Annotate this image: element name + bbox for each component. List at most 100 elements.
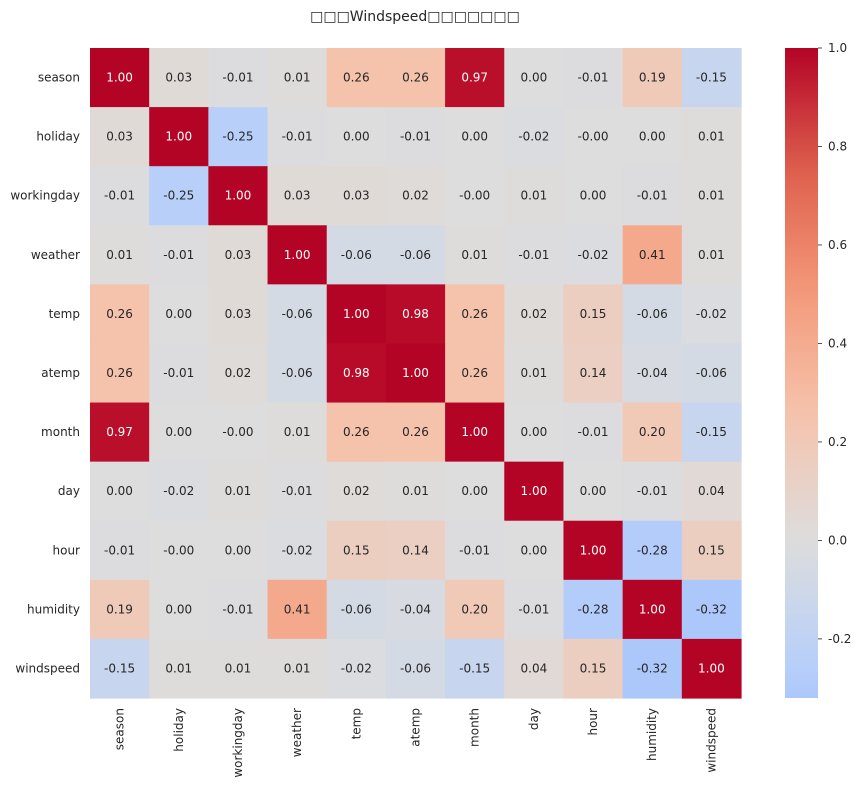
heatmap-cell <box>445 343 505 404</box>
heatmap-cell <box>326 284 387 345</box>
heatmap-value-label: 0.01 <box>698 248 725 262</box>
colorbar-tick-label: 1.0 <box>828 41 847 55</box>
heatmap-value-label: -0.06 <box>341 248 372 262</box>
heatmap-value-label: 1.00 <box>461 425 488 439</box>
column-label: weather <box>290 708 304 757</box>
colorbar-tick-label: 0.0 <box>828 533 847 547</box>
heatmap-cell <box>622 461 683 522</box>
row-label: month <box>41 425 80 439</box>
heatmap-value-label: -0.01 <box>518 602 549 616</box>
column-label: atemp <box>409 708 423 747</box>
heatmap-cells <box>90 48 742 699</box>
heatmap-cell <box>445 579 505 640</box>
heatmap-value-label: -0.02 <box>696 307 727 321</box>
heatmap-value-label: -0.04 <box>637 366 668 380</box>
heatmap-value-labels: 1.00 0.03 -0.01 0.01 0.26 0.26 0.97 0.00 -0.01 0.… <box>104 71 727 676</box>
heatmap-cell <box>208 520 269 581</box>
heatmap-cell <box>90 638 150 699</box>
heatmap-cell <box>326 166 387 226</box>
heatmap-value-label: 1.00 <box>521 484 548 498</box>
column-label: day <box>527 708 541 730</box>
heatmap-value-label: 0.00 <box>165 425 192 439</box>
heatmap-cell <box>385 166 446 226</box>
heatmap-value-label: 0.01 <box>284 71 311 85</box>
heatmap-value-label: -0.00 <box>222 425 253 439</box>
colorbar-tick-label: 0.4 <box>828 336 847 350</box>
heatmap-value-label: 0.15 <box>580 307 607 321</box>
heatmap-value-label: 0.00 <box>461 130 488 144</box>
column-label: workingday <box>231 708 245 778</box>
heatmap-cell <box>326 48 387 108</box>
heatmap-cell <box>90 48 150 108</box>
heatmap-cell <box>504 284 565 345</box>
heatmap-cell <box>504 48 565 108</box>
heatmap-cell <box>622 579 683 640</box>
heatmap-cell <box>622 284 683 345</box>
heatmap-cell <box>326 461 387 522</box>
heatmap-cell <box>445 284 505 345</box>
heatmap-value-label: 0.04 <box>698 484 725 498</box>
heatmap-value-label: 0.02 <box>225 366 252 380</box>
heatmap-value-label: -0.01 <box>637 484 668 498</box>
heatmap-cell <box>208 166 269 226</box>
row-label: humidity <box>27 602 80 616</box>
heatmap-cell <box>445 166 505 226</box>
heatmap-value-label: 0.02 <box>402 189 429 203</box>
heatmap-value-label: -0.04 <box>400 602 431 616</box>
heatmap-value-label: 0.26 <box>461 366 488 380</box>
heatmap-value-label: 0.01 <box>284 661 311 675</box>
heatmap-cell <box>208 107 269 167</box>
heatmap-value-label: -0.01 <box>578 71 609 85</box>
heatmap-value-label: 0.14 <box>402 543 429 557</box>
heatmap-value-label: 0.15 <box>698 543 725 557</box>
heatmap-value-label: -0.15 <box>459 661 490 675</box>
heatmap-value-label: 0.26 <box>402 425 429 439</box>
heatmap-value-label: 0.14 <box>580 366 607 380</box>
heatmap-cell <box>149 638 209 699</box>
column-label: humidity <box>645 708 659 761</box>
row-label: holiday <box>36 130 80 144</box>
heatmap-value-label: 0.00 <box>521 543 548 557</box>
heatmap-cell <box>267 166 328 226</box>
heatmap-cell <box>563 284 624 345</box>
heatmap-value-label: 0.03 <box>343 189 370 203</box>
heatmap-value-label: -0.01 <box>637 189 668 203</box>
heatmap-cell <box>267 520 328 581</box>
heatmap-cell <box>445 461 505 522</box>
heatmap-cell <box>622 107 683 167</box>
heatmap-cell <box>681 225 742 285</box>
heatmap-value-label: 0.97 <box>106 425 133 439</box>
heatmap-value-label: -0.02 <box>518 130 549 144</box>
heatmap-cell <box>681 166 742 226</box>
heatmap-value-label: 0.03 <box>284 189 311 203</box>
heatmap-value-label: 0.01 <box>461 248 488 262</box>
heatmap-cell <box>622 166 683 226</box>
heatmap-value-label: -0.02 <box>163 484 194 498</box>
heatmap-cell <box>90 225 150 285</box>
heatmap-cell <box>149 402 209 463</box>
colorbar-tick-label: 0.6 <box>828 238 847 252</box>
colorbar-tick-label: 0.8 <box>828 139 847 153</box>
heatmap-cell <box>149 48 209 108</box>
row-label: atemp <box>41 366 80 380</box>
heatmap-cell <box>563 520 624 581</box>
heatmap-value-label: -0.01 <box>459 543 490 557</box>
heatmap-value-label: -0.06 <box>696 366 727 380</box>
heatmap-cell <box>622 402 683 463</box>
heatmap-cell <box>326 107 387 167</box>
colorbar <box>785 48 818 698</box>
heatmap-value-label: 0.19 <box>106 602 133 616</box>
heatmap-value-label: -0.02 <box>578 248 609 262</box>
heatmap-value-label: 0.26 <box>402 71 429 85</box>
heatmap-value-label: 0.01 <box>284 425 311 439</box>
heatmap-cell <box>681 579 742 640</box>
heatmap-value-label: 1.00 <box>284 248 311 262</box>
heatmap-value-label: 0.03 <box>225 307 252 321</box>
heatmap-cell <box>681 402 742 463</box>
heatmap-cell <box>90 520 150 581</box>
heatmap-value-label: 0.00 <box>580 189 607 203</box>
heatmap-cell <box>267 638 328 699</box>
heatmap-value-label: -0.01 <box>104 189 135 203</box>
column-label: season <box>113 708 127 750</box>
heatmap-value-label: 0.00 <box>165 602 192 616</box>
